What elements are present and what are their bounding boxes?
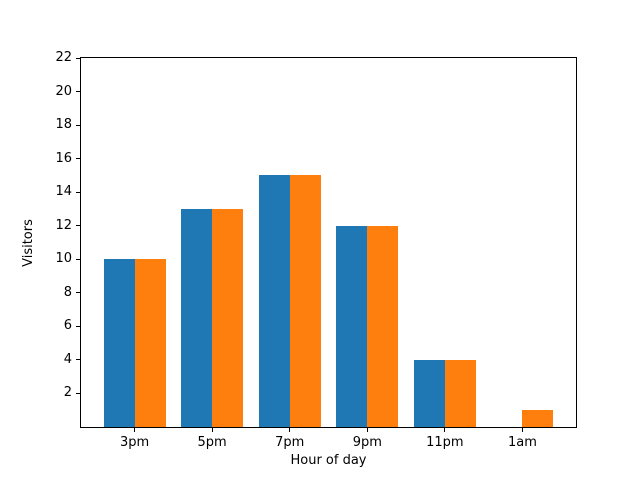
x-tick-mark	[134, 428, 136, 432]
x-tick-label: 3pm	[119, 435, 150, 450]
y-tick-label: 16	[55, 150, 72, 166]
bar-blue-series-7pm	[258, 175, 290, 427]
bar-blue-series-5pm	[181, 208, 213, 427]
x-tick-label: 9pm	[352, 435, 382, 450]
x-tick-mark	[444, 428, 446, 432]
y-tick-label: 12	[55, 217, 72, 233]
y-tick-label: 14	[55, 184, 72, 200]
y-tick-mark	[76, 359, 80, 361]
bar-orange-series-9pm	[367, 225, 399, 427]
bar-orange-series-1am	[522, 410, 554, 427]
y-tick-label: 22	[55, 50, 72, 65]
bar-orange-series-5pm	[212, 208, 244, 427]
y-tick-mark	[76, 258, 80, 260]
y-tick-mark	[76, 191, 80, 193]
y-tick-mark	[76, 392, 80, 394]
bar-blue-series-11pm	[413, 359, 445, 427]
x-tick-label: 7pm	[275, 435, 305, 450]
x-tick-label: 11pm	[426, 435, 464, 450]
x-tick-mark	[289, 428, 291, 432]
y-tick-label: 6	[63, 318, 72, 334]
y-tick-mark	[76, 325, 80, 327]
y-tick-mark	[76, 158, 80, 160]
x-axis-label: Hour of day	[290, 453, 367, 468]
y-tick-label: 20	[55, 83, 72, 99]
x-tick-mark	[211, 428, 213, 432]
x-tick-mark	[521, 428, 523, 432]
bar-orange-series-11pm	[444, 359, 476, 427]
y-tick-label: 4	[63, 351, 72, 367]
x-tick-label: 5pm	[197, 435, 227, 450]
bar-orange-series-3pm	[134, 259, 166, 427]
bar-blue-series-3pm	[103, 259, 135, 427]
bar-orange-series-7pm	[289, 175, 321, 427]
plot-area	[80, 57, 577, 428]
y-tick-mark	[76, 124, 80, 126]
y-tick-label: 2	[63, 385, 72, 401]
y-tick-label: 10	[55, 251, 72, 267]
x-tick-mark	[366, 428, 368, 432]
y-tick-mark	[76, 225, 80, 227]
x-tick-label: 1am	[508, 435, 537, 450]
y-tick-mark	[76, 292, 80, 294]
bar-blue-series-9pm	[336, 225, 368, 427]
y-tick-label: 8	[63, 284, 72, 300]
y-tick-mark	[76, 57, 80, 59]
y-tick-mark	[76, 91, 80, 93]
y-tick-label: 18	[55, 117, 72, 133]
y-axis-label: Visitors	[21, 218, 36, 267]
